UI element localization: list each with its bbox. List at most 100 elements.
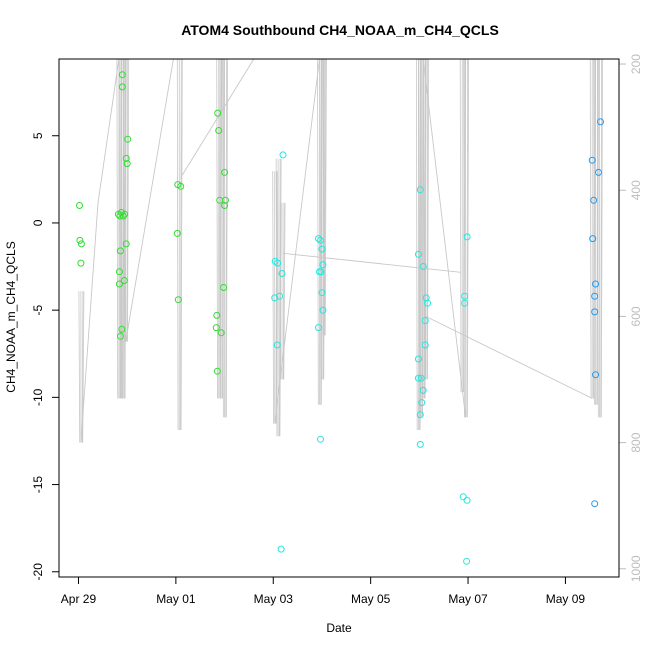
altitude-trace bbox=[593, 58, 595, 405]
axes-group: Apr 29 May 01 May 03 May 05 May 07 May 09 -20 -… bbox=[31, 54, 643, 606]
altitude-trace bbox=[180, 58, 183, 430]
altitude-trace bbox=[459, 58, 462, 393]
data-point bbox=[416, 186, 424, 194]
transit-trace bbox=[180, 58, 255, 178]
y-tick-label: 5 bbox=[31, 132, 45, 139]
data-point bbox=[120, 277, 128, 284]
altitude-trace bbox=[420, 58, 423, 399]
data-point bbox=[116, 212, 124, 220]
data-point bbox=[419, 386, 427, 394]
altitude-trace bbox=[180, 58, 182, 430]
data-point bbox=[116, 332, 124, 340]
data-point bbox=[213, 311, 221, 319]
altitude-trace bbox=[176, 58, 179, 430]
data-point bbox=[315, 235, 322, 243]
y2-tick-label: 800 bbox=[629, 432, 643, 452]
data-point bbox=[76, 202, 83, 209]
transit-trace bbox=[425, 315, 593, 399]
data-point bbox=[317, 236, 324, 244]
data-point bbox=[278, 270, 286, 277]
data-point bbox=[463, 496, 471, 504]
altitude-trace bbox=[222, 58, 224, 418]
altitude-trace bbox=[78, 291, 81, 443]
chart-title: ATOM4 Southbound CH4_NOAA_m_CH4_QCLS bbox=[181, 22, 499, 38]
data-point bbox=[122, 154, 130, 162]
y2-tick-label: 200 bbox=[629, 54, 643, 74]
data-point bbox=[461, 299, 469, 307]
altitude-trace bbox=[323, 58, 326, 380]
data-point bbox=[118, 325, 126, 333]
data-point bbox=[279, 151, 287, 159]
data-point bbox=[215, 127, 223, 134]
data-point bbox=[271, 294, 279, 302]
altitude-trace bbox=[597, 58, 599, 418]
data-point bbox=[595, 168, 602, 176]
data-point bbox=[122, 240, 130, 248]
data-point bbox=[277, 545, 285, 553]
x-tick-label: May 07 bbox=[448, 592, 488, 606]
data-point bbox=[463, 233, 471, 241]
data-point bbox=[315, 324, 322, 332]
data-point bbox=[177, 182, 185, 190]
altitude-trace bbox=[415, 58, 418, 430]
data-point bbox=[589, 235, 597, 243]
data-point bbox=[212, 324, 220, 332]
y-axis-label: CH4_NOAA_m_CH4_QCLS bbox=[4, 241, 18, 392]
altitude-trace bbox=[118, 58, 121, 399]
y2-tick-label: 600 bbox=[629, 306, 643, 326]
x-tick-label: Apr 29 bbox=[61, 592, 97, 606]
altitude-trace bbox=[589, 58, 592, 399]
transit-trace bbox=[80, 58, 120, 443]
data-point bbox=[459, 493, 467, 501]
x-axis-label: Date bbox=[326, 621, 352, 635]
data-point bbox=[173, 229, 181, 237]
data-point bbox=[214, 109, 222, 117]
plot-frame bbox=[58, 58, 620, 578]
x-tick-label: May 01 bbox=[156, 592, 196, 606]
data-point bbox=[116, 247, 124, 255]
data-point bbox=[118, 83, 126, 91]
data-point bbox=[588, 156, 596, 164]
data-point bbox=[274, 259, 282, 267]
data-point bbox=[217, 329, 225, 337]
data-point bbox=[276, 292, 284, 300]
y-tick-label: -10 bbox=[31, 388, 45, 406]
altitude-trace bbox=[127, 58, 130, 342]
data-point bbox=[222, 196, 229, 204]
y-tick-label: -5 bbox=[31, 304, 45, 315]
data-point bbox=[421, 341, 429, 349]
data-point bbox=[213, 367, 221, 375]
altitude-trace bbox=[279, 202, 282, 380]
data-point bbox=[419, 263, 427, 270]
altitude-trace bbox=[123, 58, 125, 342]
data-point bbox=[317, 268, 325, 276]
data-point bbox=[418, 399, 426, 407]
data-point bbox=[221, 202, 229, 209]
altitude-trace bbox=[225, 58, 227, 418]
altitude-trace bbox=[467, 58, 470, 418]
data-point bbox=[424, 299, 432, 307]
data-point bbox=[119, 212, 127, 220]
data-point bbox=[273, 341, 281, 349]
altitude-trace bbox=[423, 58, 425, 380]
data-point bbox=[463, 557, 471, 565]
y2-tick-label: 1000 bbox=[629, 555, 643, 582]
data-point bbox=[221, 168, 229, 176]
y-tick-label: 0 bbox=[31, 219, 45, 226]
data-point bbox=[123, 160, 131, 168]
altitude-trace bbox=[324, 58, 326, 336]
data-point bbox=[121, 210, 129, 218]
transit-trace bbox=[125, 58, 174, 342]
transit-trace bbox=[274, 58, 320, 424]
altitude-trace bbox=[120, 58, 123, 399]
data-point bbox=[591, 308, 599, 316]
data-point bbox=[592, 371, 600, 379]
data-point bbox=[220, 284, 228, 291]
altitude-trace bbox=[466, 58, 469, 418]
data-point bbox=[590, 196, 598, 204]
data-point bbox=[318, 245, 326, 253]
data-point bbox=[319, 306, 327, 314]
data-point bbox=[414, 355, 422, 363]
data-point bbox=[318, 289, 326, 297]
data-point bbox=[115, 268, 123, 276]
